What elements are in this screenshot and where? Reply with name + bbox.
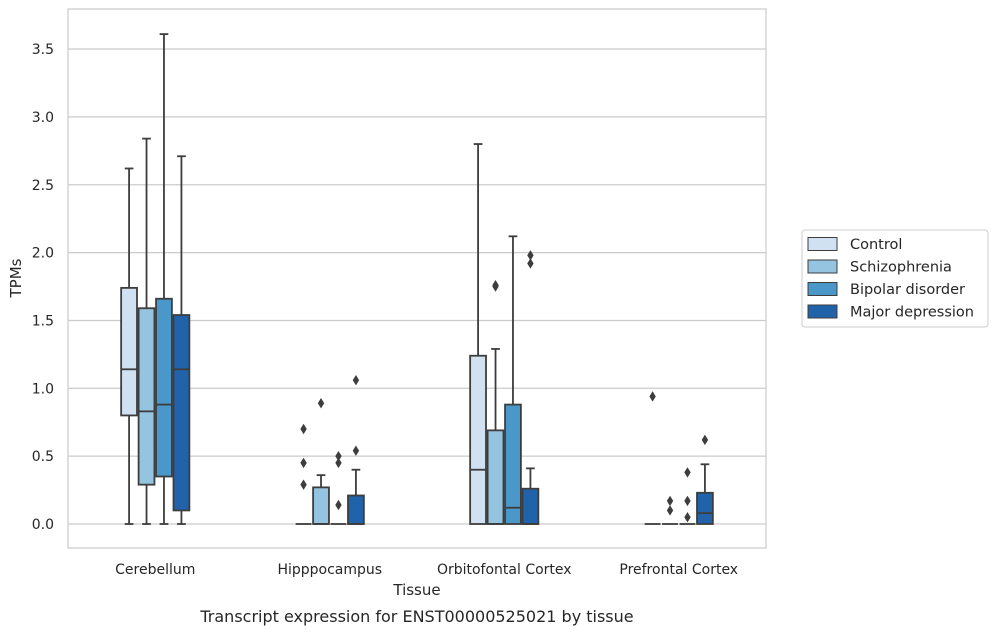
box-group: [469, 143, 487, 525]
y-tick-label: 3.5: [32, 42, 54, 58]
outlier-point: [335, 457, 342, 469]
outlier-point: [352, 445, 360, 456]
box-group: [172, 155, 191, 525]
x-axis-label: Tissue: [392, 581, 440, 599]
plot-area-frame: [67, 8, 767, 549]
y-tick-label: 2.0: [32, 246, 54, 262]
legend-frame: [801, 229, 989, 328]
box-group: [347, 374, 365, 525]
box-group: [155, 33, 173, 525]
outlier-point: [649, 391, 656, 402]
y-tick-label: 1.0: [32, 381, 54, 397]
legend-label: Control: [850, 237, 902, 253]
x-axis-ticks: Cerebellum Hipppocampus Orbitofontal Corte…: [115, 562, 738, 578]
y-tick-label: 2.5: [32, 178, 54, 194]
legend-label: Bipolar disorder: [850, 282, 965, 298]
box-group: [644, 391, 661, 525]
legend-label: Major depression: [850, 305, 974, 321]
outlier-point: [527, 258, 534, 269]
x-tick-label: Prefrontal Cortex: [619, 562, 738, 578]
outlier-point: [666, 495, 674, 507]
outlier-point: [300, 423, 307, 435]
x-tick-label: Hipppocampus: [277, 562, 382, 578]
legend: Control Schizophrenia Bipolar disorder Majo…: [801, 229, 989, 328]
box: [155, 297, 173, 478]
outlier-point: [684, 512, 691, 523]
x-tick-label: Orbitofontal Cortex: [437, 562, 572, 578]
box: [347, 494, 365, 525]
box: [469, 354, 487, 525]
box-group: [120, 167, 138, 525]
y-axis-label: TPMs: [7, 258, 25, 298]
box-group: [696, 434, 714, 525]
outlier-point: [352, 374, 360, 386]
box: [486, 429, 505, 525]
box-group: [486, 279, 505, 525]
outlier-point: [527, 250, 534, 261]
box-group: [137, 137, 156, 525]
outlier-point: [300, 479, 307, 490]
outlier-point: [684, 467, 691, 478]
box: [521, 487, 540, 525]
box-group: [295, 423, 312, 525]
legend-label: Schizophrenia: [850, 260, 952, 276]
x-tick-label: Cerebellum: [115, 562, 195, 578]
box-group: [521, 250, 540, 525]
box: [312, 486, 330, 525]
outlier-point: [492, 279, 499, 291]
box-group: [662, 495, 678, 525]
outlier-point: [300, 457, 307, 469]
outlier-point: [701, 434, 709, 446]
box-group: [504, 235, 522, 525]
legend-swatch: [807, 259, 838, 274]
outlier-point: [335, 499, 342, 511]
box: [696, 491, 714, 525]
y-axis-ticks: 0.0 0.5 1.0 1.5 2.0 2.5 3.0 3.5: [32, 42, 54, 533]
box: [137, 307, 156, 486]
box: [504, 403, 522, 525]
legend-swatch: [807, 304, 838, 319]
chart-caption: Transcript expression for ENST0000052502…: [199, 607, 633, 626]
outlier-point: [684, 495, 691, 507]
box-group: [679, 467, 696, 525]
box-marks: [120, 33, 714, 525]
box-group: [312, 398, 330, 525]
legend-swatch: [807, 282, 838, 296]
outlier-point: [317, 398, 325, 409]
y-tick-label: 0.5: [32, 449, 54, 465]
box-group: [330, 450, 347, 525]
outlier-point: [335, 450, 342, 462]
y-tick-label: 1.5: [32, 313, 54, 329]
box: [172, 314, 191, 512]
y-tick-label: 0.0: [32, 517, 54, 533]
legend-swatch: [807, 237, 838, 251]
box: [120, 286, 138, 417]
outlier-point: [666, 505, 674, 516]
y-tick-label: 3.0: [32, 110, 54, 126]
